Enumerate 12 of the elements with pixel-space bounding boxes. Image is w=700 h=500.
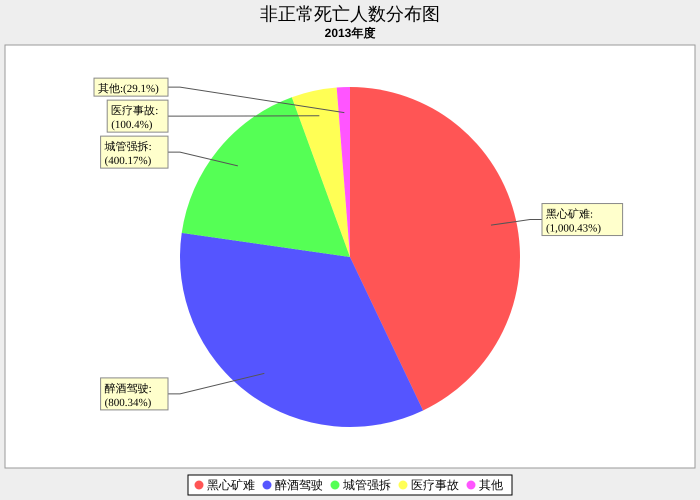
legend-label: 其他 [479,478,503,492]
chart-subtitle: 2013年度 [324,26,376,40]
legend-label: 城管强拆 [342,478,391,492]
legend-label: 医疗事故 [411,478,459,492]
legend-label: 醉酒驾驶 [275,478,323,492]
data-label: 医疗事故:(100.4%) [111,104,158,132]
data-label: 醉酒驾驶:(800.34%) [104,382,152,409]
data-label: 黑心矿难:(1,000.43%) [546,208,602,235]
data-label: 其他:(29.1%) [98,82,160,96]
data-label: 城管强拆:(400.17%) [104,140,152,168]
chart-title: 非正常死亡人数分布图 [260,4,440,24]
legend-label: 黑心矿难 [207,478,255,492]
